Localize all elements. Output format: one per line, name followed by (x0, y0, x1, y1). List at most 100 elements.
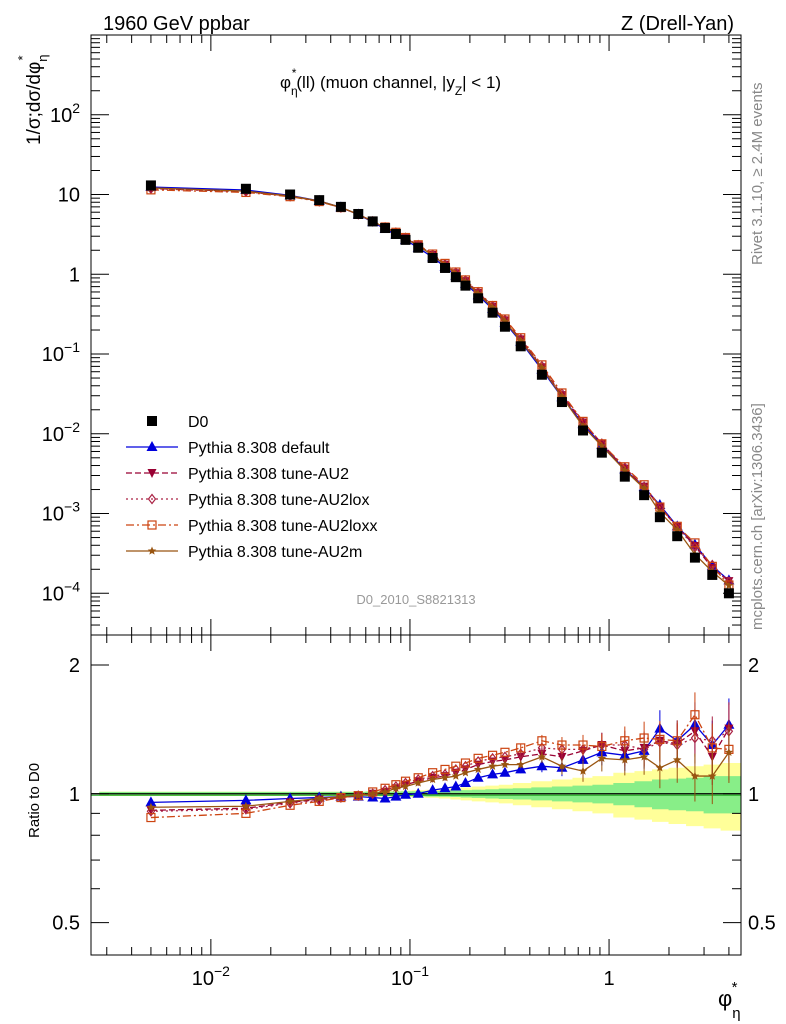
ratio-tick-label-left: 2 (69, 655, 80, 677)
series-3-ratio-point (500, 747, 510, 757)
x-tick-label-base: 10 (192, 968, 214, 990)
x-tick-label-base: 1 (603, 968, 614, 990)
data-point (707, 569, 718, 580)
series-4-ratio-point (401, 781, 410, 791)
series-0-ratio-point (487, 768, 499, 779)
y-tick-label: 10−2 (42, 419, 80, 446)
y-tick-label-exp: −2 (64, 419, 80, 435)
ylabel-sup: * (15, 55, 30, 60)
data-point (400, 234, 411, 245)
series-3-ratio-point (655, 734, 665, 744)
series-4-ratio-point (380, 787, 390, 796)
data-point (314, 195, 325, 206)
series-4-ratio-point (672, 755, 682, 764)
data-point (285, 189, 296, 200)
main-y-axis-label: 1/σ;dσ/dφη * (15, 54, 50, 145)
series-2-ratio-point (690, 732, 700, 744)
legend-marker-data (147, 416, 157, 426)
series-3-ratio-point (690, 710, 700, 720)
y-tick-label-exp: 2 (72, 100, 80, 116)
legend-label-data: D0 (188, 414, 209, 431)
series-4-ratio-point (368, 789, 377, 798)
data-point (672, 531, 683, 542)
series-3-ratio-point (241, 808, 251, 818)
series-4-ratio-point (639, 752, 649, 761)
x-tick-label-base: 10 (391, 968, 413, 990)
data-point (460, 280, 471, 291)
ratio-frame (90, 634, 742, 956)
y-tick-label-exp: −1 (64, 339, 80, 355)
data-point (450, 272, 461, 283)
data-point (499, 321, 510, 332)
series-0-ratio-point (427, 784, 439, 795)
series-4-ratio-point (146, 802, 156, 811)
series-4-ratio-point (314, 793, 324, 803)
series-4-main-point (537, 363, 547, 372)
x-tick-label: 10−2 (192, 963, 230, 990)
series-0-ratio-point (400, 788, 412, 799)
process-label: Z (Drell-Yan) (621, 13, 734, 35)
y-tick-label-base: 10 (58, 185, 80, 207)
data-point (380, 223, 391, 234)
x-tick-label-exp: −1 (413, 963, 429, 979)
series-4-main-point (639, 483, 649, 492)
series-0-ratio-point (240, 794, 252, 805)
series-4-ratio-point (620, 755, 630, 764)
title-tail: | < 1) (462, 73, 501, 92)
series-3-ratio-point (451, 761, 461, 771)
series-4-main-point (724, 581, 734, 590)
y-tick-label-exp: −4 (64, 578, 80, 594)
ratio-y-ticks: 0.5 0.5 1 1 2 2 (52, 655, 776, 935)
ratio-tick-label-left: 0.5 (52, 913, 80, 935)
series-0-ratio-point (439, 782, 451, 793)
series-4-ratio-point (597, 753, 607, 762)
series-0-ratio-point (459, 776, 471, 787)
series-4-ratio-point (391, 783, 401, 792)
legend-marker-4 (147, 546, 157, 555)
title-phi: φ (280, 73, 291, 92)
y-tick-label-base: 10 (42, 424, 64, 446)
series-4-ratio-point (724, 747, 734, 756)
series-4-ratio-point (413, 778, 423, 787)
ratio-tick-label-right: 1 (748, 784, 759, 806)
series-3-ratio-point (487, 750, 498, 760)
ratio-tick-label-right: 2 (748, 655, 759, 677)
ratio-y-axis-label: Ratio to D0 (26, 763, 43, 838)
series-4-ratio-point (516, 760, 525, 769)
series-3-ratio-point (516, 743, 526, 753)
series-4-ratio-point (451, 771, 461, 780)
data-point (427, 252, 438, 263)
data-point (473, 293, 484, 304)
y-tick-label: 10 (58, 185, 80, 207)
series-2-ratio-point (380, 784, 390, 796)
legend-marker-2 (147, 493, 157, 505)
data-point (145, 180, 156, 191)
y-tick-label-base: 10 (42, 344, 64, 366)
legend-label-0: Pythia 8.308 default (188, 440, 330, 457)
series-3-main-point (690, 538, 700, 548)
y-tick-label-base: 1 (69, 264, 80, 286)
xlabel-sub: η (732, 1005, 740, 1022)
series-0-ratio-point (515, 763, 527, 774)
x-tick-label: 10−1 (391, 963, 429, 990)
chart-title: φη *(ll) (muon channel, |yZ| < 1) (280, 66, 501, 98)
y-tick-label: 10−1 (42, 339, 80, 366)
series-4-ratio-point (285, 796, 295, 806)
series-0-ratio-point (379, 792, 391, 803)
data-point (556, 397, 567, 408)
data-point (654, 512, 665, 523)
legend-label-4: Pythia 8.308 tune-AU2m (188, 544, 362, 561)
ratio-x-ticks: 10−2 10−1 1 (106, 635, 730, 990)
series-4-ratio-point (241, 801, 251, 810)
legend-marker-1 (147, 469, 157, 478)
y-tick-label-base: 10 (50, 105, 72, 127)
series-4-ratio-point (353, 791, 363, 800)
series-3-ratio-point (620, 736, 630, 746)
series-3-ratio-point (578, 740, 588, 750)
data-point (440, 262, 451, 273)
series-0-ratio-point (145, 796, 157, 807)
series-4-ratio-point (440, 773, 450, 782)
main-plot-content (145, 180, 735, 599)
